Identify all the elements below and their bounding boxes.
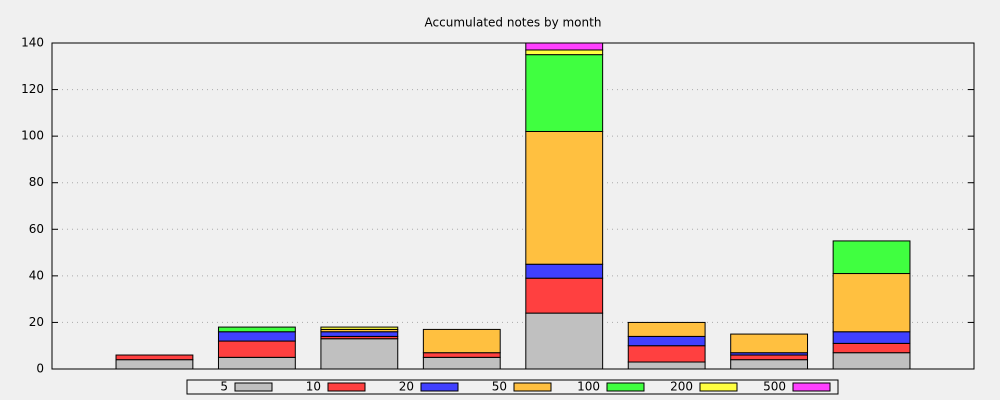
- legend-swatch: [699, 382, 738, 392]
- bar-segment: [422, 352, 501, 358]
- y-tick-label: 140: [21, 36, 44, 50]
- bar-segment: [627, 321, 706, 337]
- y-tick-label: 0: [36, 362, 44, 376]
- bar-segment: [217, 331, 296, 342]
- legend-label: 100: [577, 380, 600, 394]
- legend-swatch: [513, 382, 552, 392]
- bar-segment: [525, 49, 604, 56]
- bar-segment: [832, 352, 911, 370]
- legend-label: 10: [306, 380, 321, 394]
- legend-label: 50: [492, 380, 507, 394]
- y-tick-label: 100: [21, 129, 44, 143]
- bar-segment: [525, 130, 604, 265]
- legend-swatch: [234, 382, 273, 392]
- legend-label: 20: [399, 380, 414, 394]
- chart-title: Accumulated notes by month: [425, 16, 602, 30]
- bar-segment: [525, 263, 604, 279]
- y-tick-label: 40: [29, 268, 44, 282]
- bar-segment: [832, 342, 911, 354]
- bar-segment: [320, 326, 399, 330]
- bar-segment: [115, 354, 194, 361]
- y-tick-label: 20: [29, 315, 44, 329]
- bar-segment: [730, 359, 809, 370]
- legend-swatch: [792, 382, 831, 392]
- y-tick-label: 80: [29, 175, 44, 189]
- bar-segment: [422, 328, 501, 354]
- bar-segment: [525, 312, 604, 370]
- y-tick-label: 60: [29, 222, 44, 236]
- bar-segment: [217, 340, 296, 358]
- bar-segment: [730, 333, 809, 354]
- legend-label: 200: [670, 380, 693, 394]
- bar-segment: [627, 335, 706, 347]
- y-tick-label: 120: [21, 82, 44, 96]
- legend-swatch: [327, 382, 366, 392]
- bar-segment: [525, 277, 604, 314]
- bar-segment: [627, 361, 706, 370]
- bar-segment: [730, 354, 809, 361]
- bar-segment: [832, 331, 911, 344]
- plot-border: [51, 42, 975, 370]
- bar-segment: [525, 54, 604, 132]
- bar-segment: [320, 338, 399, 370]
- legend-box: [186, 379, 839, 395]
- bar-segment: [832, 240, 911, 275]
- legend-swatch: [606, 382, 645, 392]
- bar-segment: [320, 331, 399, 337]
- legend-swatch: [420, 382, 459, 392]
- bar-segment: [115, 359, 194, 370]
- bar-segment: [217, 356, 296, 370]
- legend-label: 500: [763, 380, 786, 394]
- bar-segment: [832, 273, 911, 333]
- bar-segment: [217, 326, 296, 333]
- legend-label: 5: [220, 380, 228, 394]
- bar-segment: [627, 345, 706, 363]
- bar-segment: [422, 356, 501, 370]
- bar-segment: [525, 42, 604, 51]
